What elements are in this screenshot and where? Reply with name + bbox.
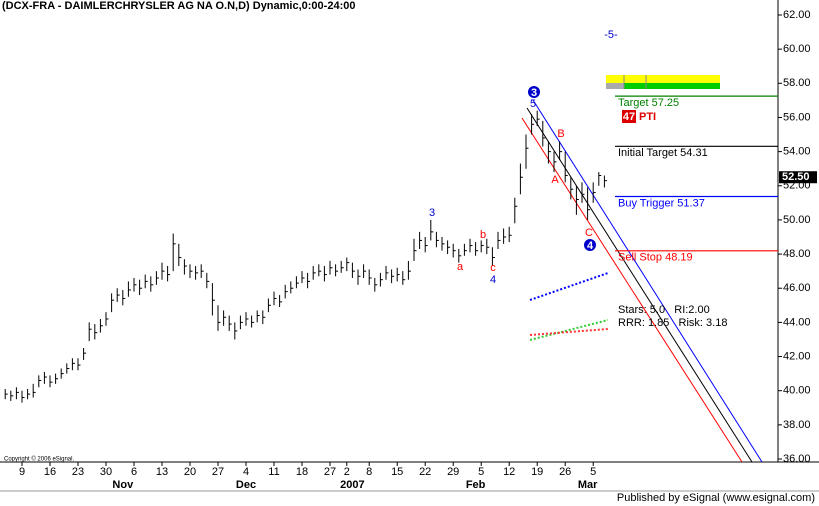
x-tick-label: 23 [72,466,84,478]
wave-label: -5- [604,29,618,41]
y-tick-label: 44.00 [783,316,811,328]
y-tick-label: 38.00 [783,419,811,431]
x-tick-label: 11 [268,466,279,478]
projection-line [529,328,609,336]
level-label: Buy Trigger 51.37 [618,197,705,209]
x-tick-label: 5 [478,466,484,478]
wave-label: a [457,261,464,273]
level-label: Target 57.25 [618,97,679,109]
x-tick-label: 15 [391,466,403,478]
last-price-box [779,171,817,184]
stats: RRR: 1.85 Risk: 3.18 [618,317,727,329]
wave-label: b [480,229,486,241]
wave-label: 3 [531,87,537,99]
stats: Stars: 5.0 RI:2.00 [618,304,710,316]
x-tick-label: 26 [559,466,571,478]
y-tick-label: 40.00 [783,385,811,397]
x-tick-label: 13 [156,466,168,478]
x-tick-label: 9 [19,466,25,478]
projection-line [529,272,609,301]
y-tick-label: 50.00 [783,214,811,226]
x-tick-label: 30 [100,466,112,478]
target-zone [606,83,624,89]
x-tick-label: 12 [503,466,515,478]
channel-line [532,99,763,463]
x-tick-label: 2 [344,466,350,478]
x-tick-label: 22 [419,466,431,478]
copyright: Copyright © 2006 eSignal. [4,456,74,463]
level-label: Initial Target 54.31 [618,147,708,159]
x-month-label: Nov [112,479,134,491]
x-tick-label: 18 [296,466,308,478]
pti-value: 47 [623,111,635,123]
x-month-label: 2007 [340,479,364,491]
x-tick-label: 8 [366,466,372,478]
y-tick-label: 60.00 [783,43,811,55]
x-tick-label: 6 [131,466,137,478]
x-tick-label: 4 [243,466,249,478]
x-month-label: Mar [578,479,598,491]
wave-circle [528,86,540,98]
y-tick-label: 56.00 [783,111,811,123]
wave-label: 4 [490,274,496,286]
wave-label: c [490,262,496,274]
x-month-label: Dec [236,479,256,491]
y-tick-label: 54.00 [783,146,811,158]
wave-label: 3 [429,207,435,219]
x-tick-label: 5 [590,466,596,478]
projection-line [529,319,609,341]
wave-label: B [557,128,564,140]
wave-label: A [551,174,559,186]
wave-label: 4 [587,240,594,252]
y-tick-label: 46.00 [783,282,811,294]
x-tick-label: 16 [44,466,56,478]
y-tick-label: 62.00 [783,9,811,21]
x-tick-label: 29 [447,466,459,478]
x-tick-label: 27 [324,466,336,478]
x-tick-label: 19 [531,466,543,478]
level-label: Sell Stop 48.19 [618,252,693,264]
pti-label: PTI [639,111,656,123]
wave-label: C [585,227,593,239]
wave-label: 5 [530,98,536,110]
x-tick-label: 20 [184,466,196,478]
target-zone [606,75,720,83]
y-tick-label: 36.00 [783,453,811,465]
channel-line [526,107,753,463]
x-month-label: Feb [466,479,486,491]
last-price-label: 52.50 [782,171,810,183]
y-tick-label: 58.00 [783,77,811,89]
wave-circle [584,239,596,251]
y-tick-label: 48.00 [783,248,811,260]
chart-title: (DCX-FRA - DAIMLERCHRYSLER AG NA O.N,D) … [2,0,355,12]
y-tick-label: 42.00 [783,350,811,362]
pti-box [622,110,636,123]
target-zone [606,83,720,89]
channel-line [521,117,743,463]
publisher: Published by eSignal (www.esignal.com) [617,492,815,504]
x-tick-label: 27 [212,466,224,478]
